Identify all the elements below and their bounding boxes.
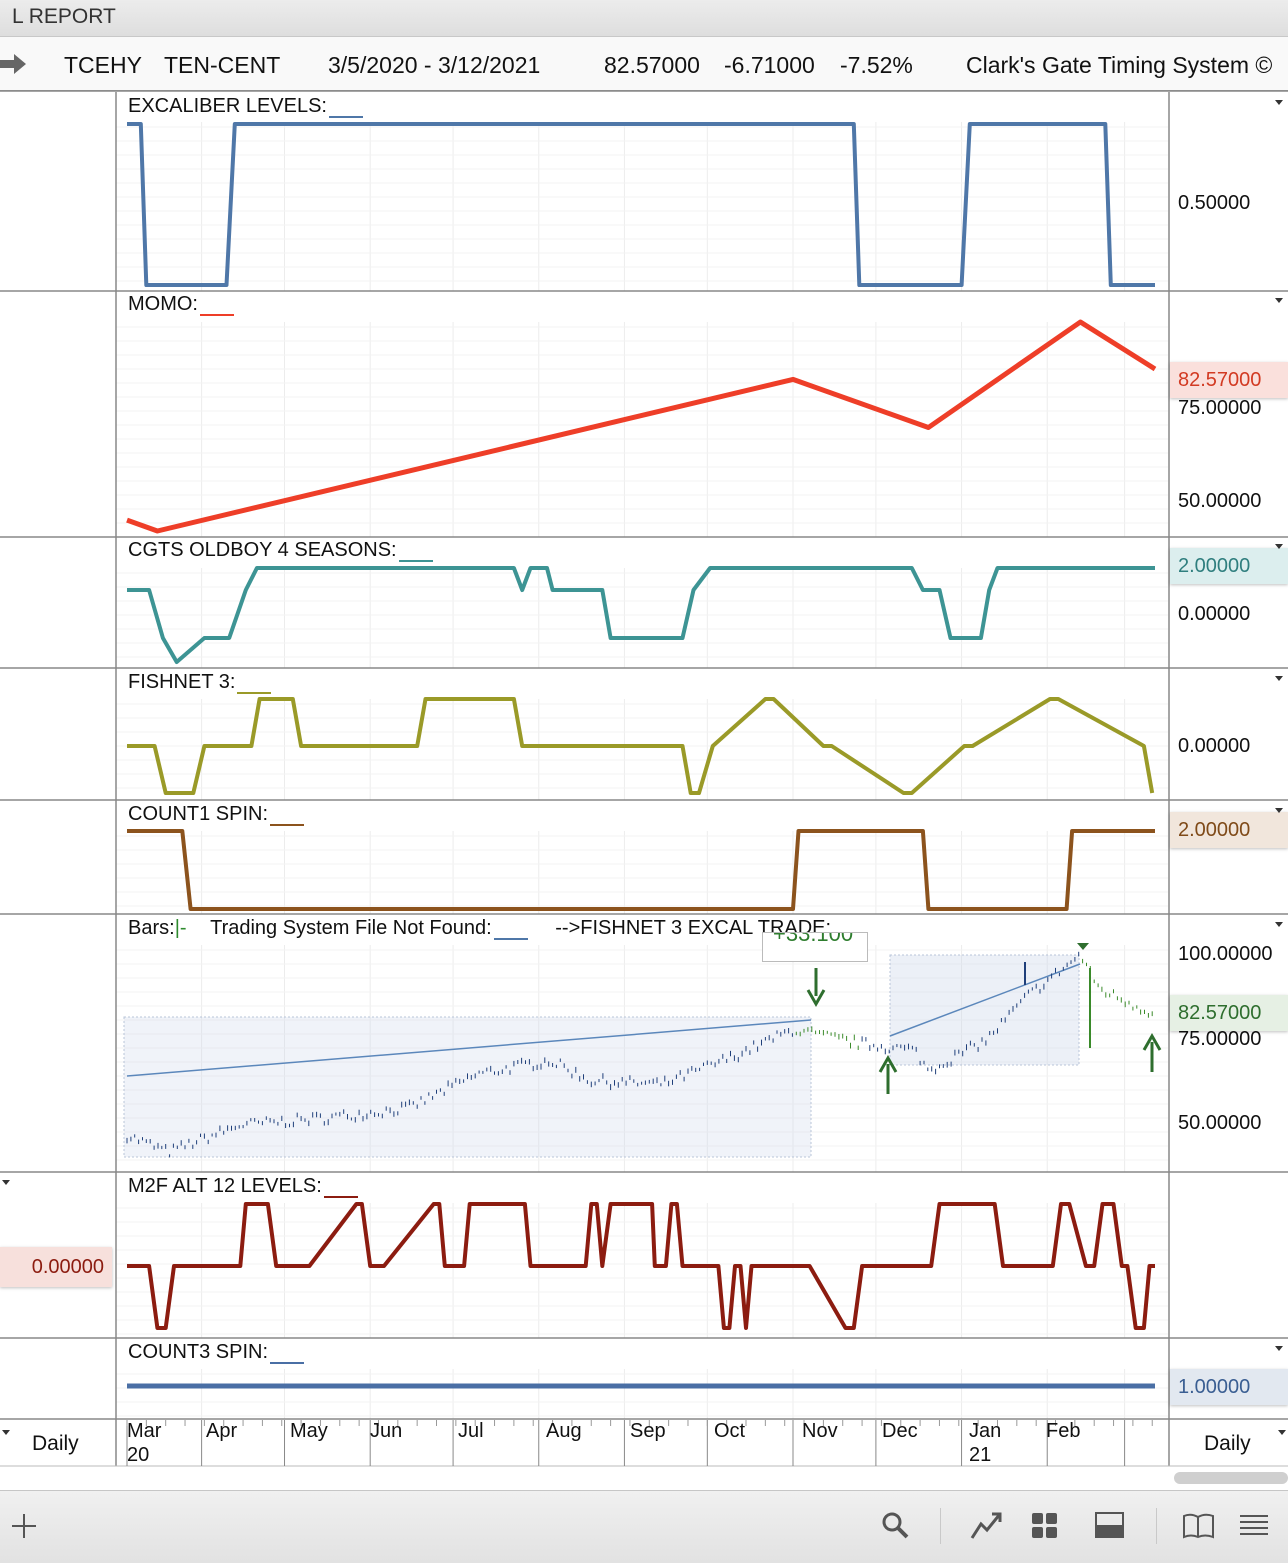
toolbar-separator [940,1508,941,1544]
month-label: Oct [714,1420,746,1442]
symbol: TCEHY [64,52,142,78]
oldboy-axis-label: 0.00000 [1178,603,1251,625]
momo-series-line [126,319,1157,534]
m2f-menu-chevron-icon[interactable] [2,1180,10,1185]
month-label: Jan [969,1420,1002,1442]
menu-icon[interactable] [1238,1510,1270,1540]
right-period-label[interactable]: Daily [1204,1432,1251,1455]
month-label: Mar [127,1420,162,1442]
grid-icon[interactable] [1030,1510,1060,1540]
m2f-series-line [127,1202,1155,1330]
count3-value-tag: 1.00000 [1170,1369,1288,1405]
search-icon[interactable] [880,1510,910,1540]
book-icon[interactable] [1182,1510,1216,1540]
excaliber-series-line [127,122,1155,287]
excaliber-axis-label: 0.50000 [1178,192,1251,214]
month-label: Nov [802,1420,838,1442]
year-label: 21 [969,1444,992,1466]
bars-axis-label-50: 50.00000 [1178,1112,1262,1134]
panel-label-m2f: M2F ALT 12 LEVELS: [128,1175,358,1198]
system-name: Clark's Gate Timing System © [966,52,1273,78]
count1-series-line [127,829,1155,911]
price-bars-layer [123,943,1162,1158]
left-period-chevron-icon[interactable] [2,1430,10,1435]
momo-menu-chevron-icon[interactable] [1275,298,1283,303]
fishnet-series-line [127,697,1155,795]
year-label: 20 [127,1444,150,1466]
sell-arrow-icon [1077,943,1089,950]
bars-menu-chevron-icon[interactable] [1275,922,1283,927]
grid-layer [116,122,1168,1419]
oldboy-value-tag: 2.00000 [1170,548,1288,584]
series-layer [126,122,1157,1389]
horizontal-scrollbar[interactable] [1174,1472,1288,1484]
momo-value-tag: 82.57000 [1170,362,1288,398]
momo-axis-label-75: 75.00000 [1178,397,1262,419]
line-chart-icon[interactable] [970,1510,1002,1542]
panel-label-count1: COUNT1 SPIN: [128,803,305,826]
panel-label-bars: Bars:|- Trading System File Not Found: -… [128,917,868,940]
arrow-right-icon[interactable] [0,53,28,75]
count1-value-tag: 2.00000 [1170,812,1288,848]
trend-line [889,963,1081,1037]
month-label: May [290,1420,328,1442]
month-label: Aug [546,1420,582,1442]
month-label: Apr [206,1420,238,1442]
oldboy-series-line [127,566,1155,664]
symbol-info-bar: TCEHY TEN-CENT 3/5/2020 - 3/12/2021 82.5… [0,37,1288,91]
panel-icon[interactable] [1094,1510,1126,1540]
month-label: Feb [1046,1420,1081,1442]
month-label: Dec [882,1420,918,1442]
month-label: Jun [370,1420,403,1442]
panel-frames [0,90,1288,1467]
trade-result-box: +33.100 [762,932,868,962]
panel-label-count3: COUNT3 SPIN: [128,1341,305,1364]
m2f-value-tag: 0.00000 [0,1247,112,1287]
symbol-name: TEN-CENT [164,52,281,78]
last-price: 82.57000 [604,52,700,78]
excaliber-menu-chevron-icon[interactable] [1275,100,1283,105]
bars-axis-label-75: 75.00000 [1178,1028,1262,1050]
sell-arrow-icon [806,968,826,1008]
right-period-chevron-icon[interactable] [1278,1430,1286,1435]
plus-icon[interactable] [10,1512,38,1540]
trade-zone-box [123,1016,812,1158]
panel-label-oldboy: CGTS OLDBOY 4 SEASONS: [128,539,433,562]
trade-result-label: +33.100 [773,932,854,946]
window-title-bar: L REPORT [0,0,1288,37]
fishnet-menu-chevron-icon[interactable] [1275,676,1283,681]
toolbar-separator [1156,1508,1157,1544]
price-change-pct: -7.52% [840,52,913,78]
month-label: Sep [630,1420,666,1442]
chart-canvas [0,90,1288,1467]
date-range: 3/5/2020 - 3/12/2021 [328,52,541,78]
bars-value-tag: 82.57000 [1170,995,1288,1031]
trend-line [126,1019,812,1077]
panel-label-momo: MOMO: [128,293,234,316]
price-change: -6.71000 [724,52,815,78]
panel-label-excaliber: EXCALIBER LEVELS: [128,95,363,118]
momo-axis-label-50: 50.00000 [1178,490,1262,512]
buy-arrow-icon [878,1054,898,1094]
buy-arrow-icon [1142,1032,1162,1072]
oldboy-menu-chevron-icon[interactable] [1275,544,1283,549]
left-period-label[interactable]: Daily [32,1432,79,1455]
bars-axis-label-100: 100.00000 [1178,943,1273,965]
panel-label-fishnet: FISHNET 3: [128,671,272,694]
fishnet-axis-label: 0.00000 [1178,735,1251,757]
month-label: Jul [458,1420,484,1442]
trade-zone-box [889,954,1080,1066]
bottom-toolbar [0,1490,1288,1563]
count3-menu-chevron-icon[interactable] [1275,1346,1283,1351]
count1-menu-chevron-icon[interactable] [1275,808,1283,813]
window-title: L REPORT [12,5,116,28]
